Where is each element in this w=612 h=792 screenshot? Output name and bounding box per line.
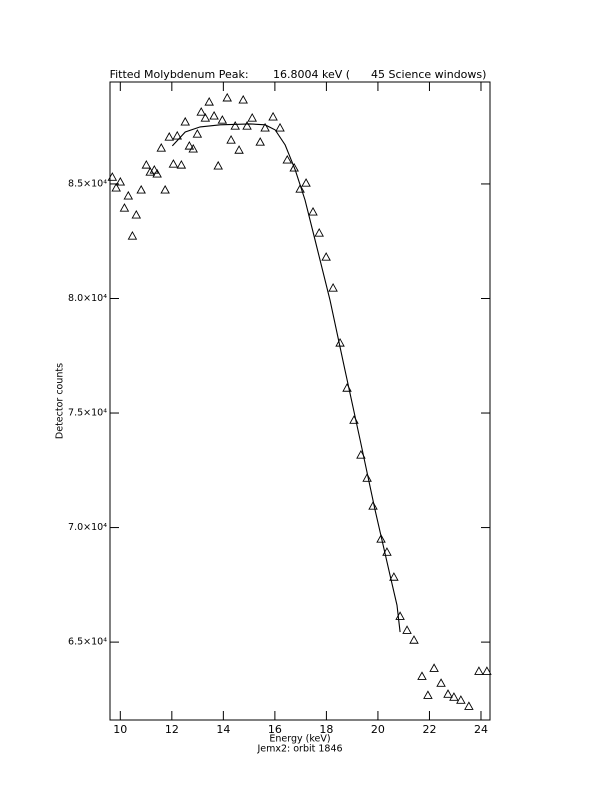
x-tick-label: 12 (165, 723, 179, 736)
data-point (308, 206, 318, 216)
data-point (149, 165, 160, 174)
data-point (152, 168, 162, 178)
data-point (260, 122, 270, 132)
data-point (160, 184, 170, 194)
data-point (282, 154, 293, 164)
y-tick-label: 7.5×10⁴ (68, 408, 107, 419)
data-point (443, 689, 453, 698)
x-tick-label: 18 (319, 723, 333, 736)
data-point (289, 162, 299, 172)
data-point (184, 140, 195, 150)
data-point (168, 159, 179, 168)
data-point (192, 129, 203, 138)
data-point (368, 501, 378, 510)
data-point (145, 167, 155, 176)
x-tick-label: 20 (371, 723, 385, 736)
data-point (449, 692, 459, 701)
data-point (301, 178, 311, 187)
x-tick-label: 10 (113, 723, 127, 736)
y-tick-label: 6.5×10⁴ (68, 637, 107, 648)
data-point (482, 666, 492, 675)
data-point (314, 228, 324, 237)
data-point (213, 160, 223, 170)
data-point (464, 701, 474, 710)
chart-title: Fitted Molybdenum Peak: 16.8004 keV ( 45… (110, 68, 487, 81)
data-point (268, 111, 278, 121)
data-point (156, 143, 167, 152)
data-point (107, 172, 118, 181)
data-point (141, 160, 152, 169)
y-axis-label: Detector counts (55, 363, 66, 439)
data-point (127, 231, 138, 240)
data-point (255, 137, 265, 146)
data-point (402, 625, 412, 634)
x-tick-label: 16 (268, 723, 282, 736)
fit-line (171, 123, 401, 633)
data-point (417, 671, 427, 680)
data-point (242, 121, 252, 130)
plot-frame (109, 81, 491, 721)
data-point (200, 113, 211, 122)
data-point (226, 135, 236, 144)
data-point (275, 122, 285, 132)
x-tick-label: 24 (474, 723, 488, 736)
data-point (188, 143, 198, 153)
data-point (123, 190, 134, 200)
data-point (222, 92, 232, 102)
data-point (409, 635, 419, 644)
data-point (321, 252, 331, 261)
data-point (376, 534, 386, 543)
y-tick-label: 7.0×10⁴ (68, 522, 107, 533)
data-point (164, 132, 175, 141)
data-point (238, 94, 248, 104)
x-axis-label: Energy (keV) (269, 734, 330, 745)
data-point (362, 473, 372, 482)
y-tick-label: 8.5×10⁴ (68, 178, 107, 189)
data-point (176, 160, 187, 169)
data-point (295, 184, 305, 193)
data-point (429, 663, 439, 672)
y-tick-label: 8.0×10⁴ (68, 293, 107, 304)
x-tick-label: 14 (216, 723, 230, 736)
data-point (423, 690, 433, 699)
data-point (234, 145, 244, 154)
data-point (389, 572, 399, 581)
data-point (136, 184, 146, 194)
data-point (456, 695, 466, 704)
data-point (180, 116, 190, 126)
data-point (217, 115, 228, 124)
data-point (436, 678, 446, 687)
data-point (474, 666, 484, 675)
data-point (119, 203, 130, 212)
data-point (115, 176, 126, 186)
data-point (230, 121, 240, 130)
data-point (328, 283, 338, 292)
data-point (196, 107, 206, 116)
x-tick-label: 22 (422, 723, 436, 736)
data-point (111, 182, 121, 192)
data-point (131, 209, 142, 219)
chart-subtitle: Jemx2: orbit 1846 (256, 744, 342, 755)
data-point (204, 97, 214, 106)
data-point (172, 130, 183, 140)
data-point (209, 110, 219, 120)
data-point (247, 113, 257, 122)
